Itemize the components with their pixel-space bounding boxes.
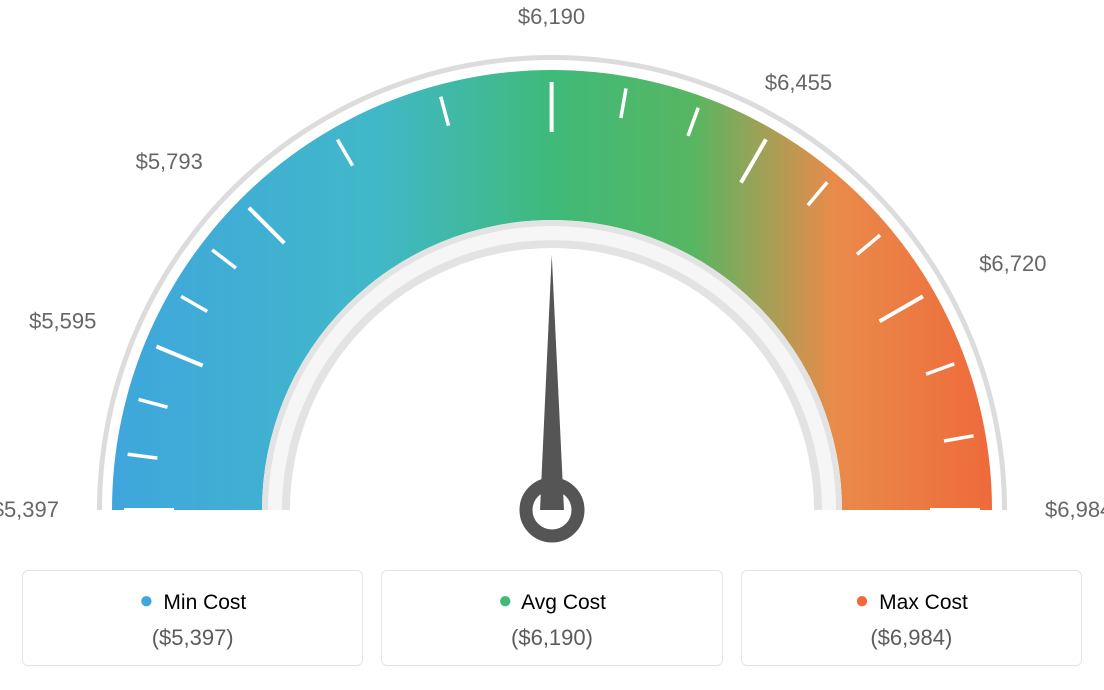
legend-row: ● Min Cost ($5,397) ● Avg Cost ($6,190) …	[22, 570, 1082, 666]
legend-title-min: ● Min Cost	[33, 587, 352, 615]
legend-title-text-avg: Avg Cost	[521, 591, 606, 614]
svg-text:$6,720: $6,720	[979, 251, 1046, 276]
legend-value-avg: ($6,190)	[392, 625, 711, 651]
legend-dot-max: ●	[855, 587, 874, 614]
legend-title-text-min: Min Cost	[163, 591, 246, 614]
svg-text:$6,190: $6,190	[518, 4, 585, 29]
svg-text:$5,793: $5,793	[136, 149, 203, 174]
legend-title-avg: ● Avg Cost	[392, 587, 711, 615]
legend-title-text-max: Max Cost	[879, 591, 968, 614]
gauge-svg: $5,397 $5,595 $5,793 $6,190 $6,455 $6,720 $6,9…	[0, 0, 1104, 560]
legend-dot-avg: ●	[498, 587, 517, 614]
svg-text:$5,595: $5,595	[29, 309, 96, 334]
legend-dot-min: ●	[139, 587, 158, 614]
svg-text:$6,984: $6,984	[1045, 497, 1104, 522]
legend-value-max: ($6,984)	[752, 625, 1071, 651]
legend-card-max: ● Max Cost ($6,984)	[741, 570, 1082, 666]
svg-text:$6,455: $6,455	[765, 70, 832, 95]
legend-card-min: ● Min Cost ($5,397)	[22, 570, 363, 666]
legend-value-min: ($5,397)	[33, 625, 352, 651]
svg-text:$5,397: $5,397	[0, 497, 59, 522]
legend-card-avg: ● Avg Cost ($6,190)	[381, 570, 722, 666]
legend-title-max: ● Max Cost	[752, 587, 1071, 615]
cost-gauge-chart: $5,397 $5,595 $5,793 $6,190 $6,455 $6,720 $6,9…	[0, 0, 1104, 560]
